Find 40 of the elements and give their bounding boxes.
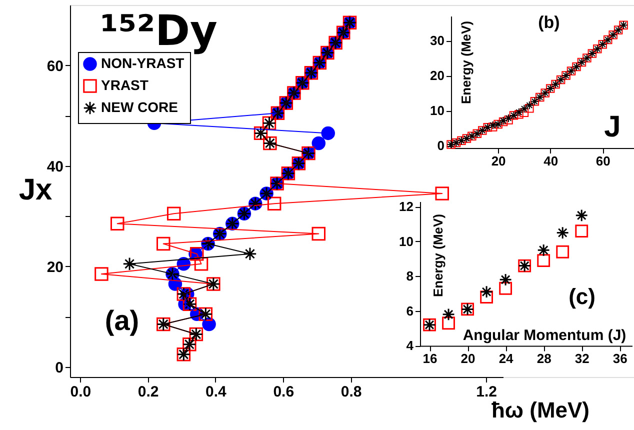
y-tick-label: 10 [399,234,414,249]
x-axis-title: ħω (MeV) [491,398,590,422]
x-tick-label: 1.2 [476,384,498,400]
y-axis-title: Jx [18,174,52,206]
x-tick-label: 32 [574,351,590,366]
annotation: (b) [538,13,560,32]
x-tick-label: 0.4 [206,384,228,400]
x-tick-label: 0.6 [273,384,294,400]
y-tick-label: 8 [406,268,414,284]
y-tick-label: 20 [46,258,64,276]
legend-label: NEW CORE [101,99,178,115]
y-tick-label: 6 [406,303,414,318]
x-axis-title: J [604,110,621,144]
x-tick-label: 20 [460,351,476,366]
x-tick-label: 0.0 [70,384,92,400]
y-axis-title: Energy (MeV) [458,20,474,104]
x-tick-label: 36 [612,351,628,366]
legend-label: NON-YRAST [101,55,185,71]
y-axis-title: Energy (MeV) [430,214,446,298]
y-tick-label: 10 [430,103,444,118]
x-tick-label: 0.2 [138,384,159,400]
annotation: (c) [568,284,596,309]
annotation: (a) [104,305,140,336]
chart-title: ¹⁵²Dy [100,6,218,55]
y-tick-label: 0 [437,138,444,154]
y-tick-label: 4 [406,338,414,354]
y-tick-label: 20 [430,68,444,84]
x-tick-label: 28 [536,351,552,366]
x-tick-label: 24 [498,351,514,366]
x-tick-label: 20 [491,154,506,168]
x-tick-label: 60 [596,154,610,168]
y-tick-label: 60 [46,58,64,75]
y-tick-label: 0 [55,359,64,376]
x-tick-label: 0.8 [340,384,362,400]
y-tick-label: 12 [399,199,414,214]
x-tick-label: 16 [422,351,438,366]
x-tick-label: 40 [544,154,558,168]
legend-label: YRAST [101,77,149,93]
y-tick-label: 30 [430,33,444,48]
x-axis-title: Angular Momentum (J) [462,327,626,344]
